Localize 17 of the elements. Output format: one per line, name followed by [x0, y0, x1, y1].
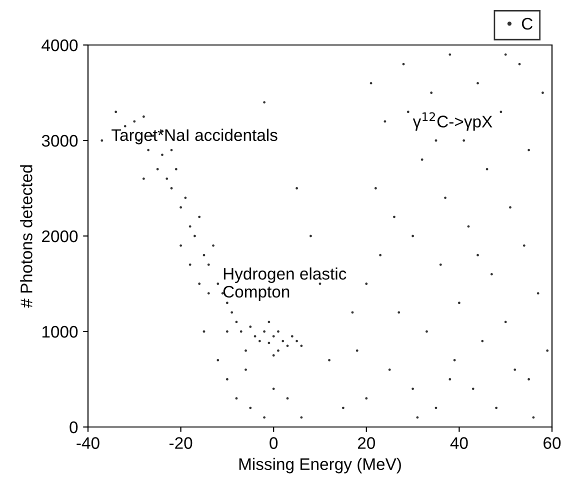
y-tick-label: 2000 [42, 230, 78, 242]
x-tick-label: 40 [450, 437, 468, 449]
x-tick-label: 60 [544, 437, 561, 449]
y-tick-label: 4000 [42, 39, 78, 52]
y-axis-title: # Photons detected [20, 165, 32, 308]
x-tick-label: -20 [169, 437, 192, 449]
y-tick-label: 0 [70, 421, 78, 434]
x-tick-label: -40 [76, 437, 100, 449]
y-tick-label: 3000 [42, 134, 78, 147]
annotation: Hydrogen elastic Compton [223, 267, 346, 301]
x-tick-label: 0 [270, 437, 278, 449]
legend-label: C [522, 18, 533, 30]
annotation: Target*NaI accidentals [112, 128, 278, 144]
x-axis-title: Missing Energy (MeV) [239, 458, 401, 474]
x-tick-label: 20 [358, 437, 376, 449]
y-tick-label: 1000 [42, 326, 78, 338]
annotation: γ$^{12}$C->γpX [412, 112, 492, 131]
